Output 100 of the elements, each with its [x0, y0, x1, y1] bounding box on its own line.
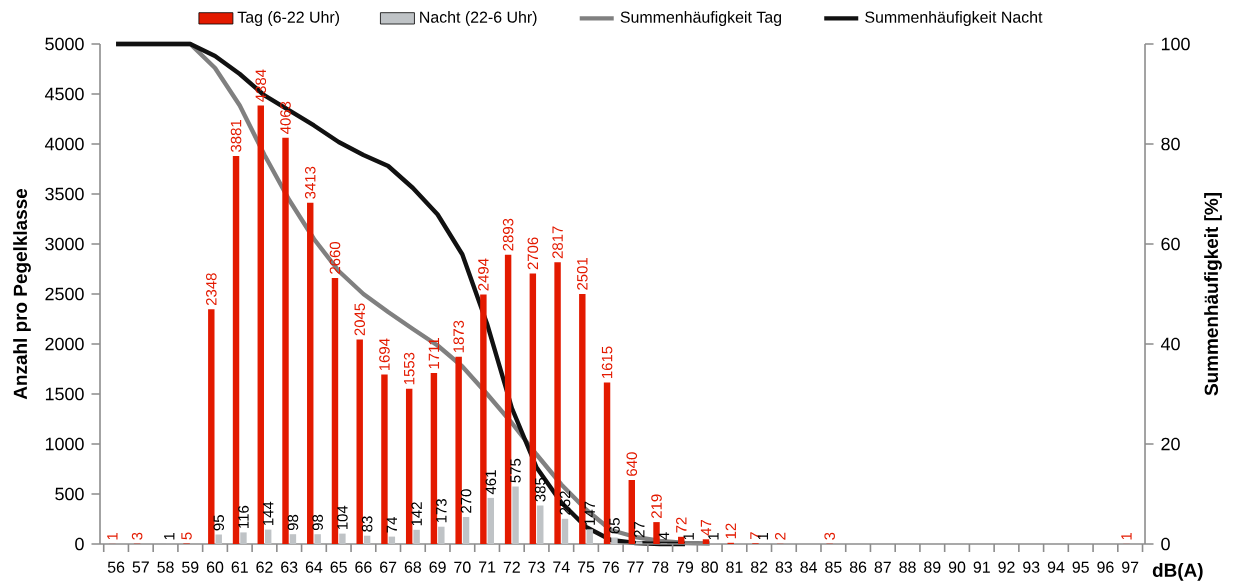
data-label: 2348	[206, 273, 217, 306]
data-label: 144	[263, 501, 274, 526]
bar	[554, 262, 561, 544]
data-label: 27	[633, 522, 645, 538]
y2-tick-label: 100	[1161, 37, 1190, 51]
data-label: 104	[337, 505, 348, 530]
bar	[356, 339, 363, 544]
data-label: 1	[1121, 532, 1132, 540]
data-label: 147	[584, 501, 595, 525]
x-tick-label: 86	[849, 561, 867, 573]
x-tick-label: 96	[1097, 561, 1114, 573]
bar	[307, 202, 314, 544]
bar	[257, 105, 264, 544]
x-tick-label: 62	[256, 561, 273, 573]
bar	[586, 529, 593, 544]
data-label: 640	[626, 452, 638, 476]
data-label: 4	[658, 532, 670, 540]
x-tick-label: 68	[404, 561, 422, 573]
data-label: 3	[824, 532, 835, 540]
data-label: 95	[213, 515, 225, 531]
x-tick-label: 75	[577, 561, 595, 573]
data-label: 2817	[552, 226, 563, 259]
x-tick-label: 65	[330, 561, 347, 573]
x-tick-label: 87	[874, 561, 891, 573]
x-tick-label: 71	[479, 561, 496, 573]
data-label: 1553	[403, 352, 415, 385]
bar	[240, 532, 247, 544]
x-tick-label: 83	[775, 561, 793, 573]
legend-label: Summenhäufigkeit Nacht	[865, 11, 1043, 26]
y-tick-label: 1000	[45, 437, 84, 451]
bar	[635, 541, 643, 544]
bar	[314, 534, 321, 544]
data-label: 4384	[255, 69, 267, 102]
bar	[603, 382, 611, 544]
bar	[702, 539, 710, 544]
bar	[462, 517, 470, 544]
bar	[537, 505, 544, 544]
bar	[264, 529, 272, 544]
bar	[487, 497, 495, 544]
data-label: 2	[774, 532, 786, 540]
x-tick-label: 92	[998, 561, 1015, 573]
legend-label: Summenhäufigkeit Tag	[620, 11, 782, 26]
bar	[512, 486, 519, 544]
x-tick-label: 77	[627, 561, 644, 573]
bar	[628, 480, 635, 544]
data-label: 3413	[304, 166, 316, 199]
data-label: 72	[676, 517, 687, 533]
data-label: 12	[725, 523, 736, 539]
x-tick-label: 63	[281, 561, 298, 573]
bar	[455, 356, 462, 544]
y-tick-label: 4000	[44, 137, 84, 151]
y-tick-label: 5000	[45, 37, 84, 51]
data-label: 2494	[478, 258, 489, 291]
data-label: 2660	[329, 241, 341, 274]
bar	[611, 537, 618, 544]
x-tick-label: 81	[726, 561, 743, 573]
data-label: 1	[107, 532, 118, 540]
y2-tick-label: 20	[1161, 437, 1180, 451]
x-tick-label: 74	[553, 561, 570, 573]
bar	[413, 529, 420, 544]
data-label: 1711	[428, 338, 440, 369]
data-label: 4063	[280, 101, 291, 134]
data-label: 1873	[453, 320, 464, 353]
x-tick-label: 58	[157, 561, 174, 573]
data-label: 2706	[527, 237, 539, 270]
x-tick-label: 59	[182, 561, 199, 573]
bar	[529, 273, 537, 544]
x-tick-label: 80	[701, 561, 718, 573]
x-tick-label: 64	[305, 561, 323, 573]
x-tick-label: 69	[429, 561, 446, 573]
y-tick-label: 4500	[44, 87, 84, 101]
data-label: 1	[683, 532, 694, 540]
bar	[579, 293, 586, 544]
y-tick-label: 500	[55, 487, 84, 501]
y-tick-label: 2000	[45, 337, 84, 351]
data-label: 116	[238, 505, 249, 528]
bar	[331, 278, 339, 544]
x-tick-label: 72	[503, 561, 520, 573]
x-tick-label: 78	[652, 561, 669, 573]
data-label: 74	[386, 517, 397, 533]
bar	[232, 155, 240, 544]
x-tick-label: 61	[231, 561, 248, 573]
bar	[678, 536, 685, 544]
data-label: 65	[609, 518, 620, 534]
x-tick-label: 79	[676, 561, 694, 573]
y-tick-label: 3000	[45, 237, 84, 251]
x-tick-label: 89	[924, 561, 941, 573]
y-tick-label: 2500	[45, 287, 84, 301]
data-label: 173	[436, 499, 447, 523]
x-tick-label: 94	[1047, 561, 1065, 573]
bar	[289, 534, 297, 544]
x-tick-label: 91	[973, 561, 990, 573]
bar	[339, 533, 346, 544]
bar	[504, 254, 512, 544]
y2-tick-label: 60	[1161, 237, 1180, 251]
data-label: 3881	[230, 119, 242, 152]
data-label: 83	[361, 516, 373, 532]
data-label: 2501	[577, 257, 588, 290]
data-label: 1	[164, 532, 175, 540]
bar	[561, 518, 569, 544]
